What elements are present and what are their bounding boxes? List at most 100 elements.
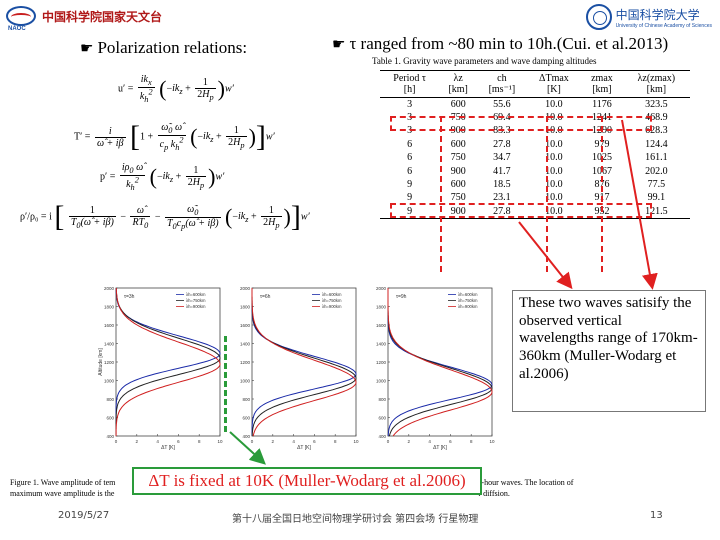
figure-caption: Figure 1. Wave amplitude of tem -hour wav… <box>10 478 710 500</box>
table-header: Period τ <box>380 70 440 84</box>
y-tick-label: 800 <box>106 397 114 402</box>
polarization-heading: ☛ Polarization relations: <box>80 38 247 58</box>
arrow-to-note-1 <box>518 221 573 290</box>
x-tick-label: 2 <box>272 439 275 444</box>
table-cell: 161.1 <box>645 152 668 164</box>
table-cell: 10.0 <box>545 98 563 110</box>
naoc-logo: NAOC 中国科学院国家天文台 <box>6 6 163 32</box>
table-cell: 750 <box>450 152 466 164</box>
y-tick-label: 600 <box>378 416 386 421</box>
naoc-name: 中国科学院国家天文台 <box>42 9 163 24</box>
y-tick-label: 600 <box>242 416 250 421</box>
y-tick-label: 400 <box>106 434 114 439</box>
plot-tau-6h: 400 600 800 1000 1200 1400 1600 1800 2000 0 2 4 6 8 10… <box>232 280 364 452</box>
table-cell: 55.6 <box>493 98 511 110</box>
green-dashed-marker <box>224 336 227 432</box>
y-tick-label: 1600 <box>240 323 251 328</box>
legend-entry: λh=600km <box>186 292 206 297</box>
table-cell: 3 <box>407 98 413 110</box>
table-title: Table 1. Gravity wave parameters and wav… <box>372 56 597 66</box>
series-line <box>115 288 221 436</box>
table-unit: [km] <box>581 84 623 98</box>
x-tick-label: 4 <box>428 439 431 444</box>
y-tick-label: 1200 <box>376 360 387 365</box>
y-tick-label: 600 <box>106 416 114 421</box>
y-tick-label: 1000 <box>376 379 387 384</box>
y-tick-label: 800 <box>378 397 386 402</box>
table-cell: 9 <box>407 192 413 204</box>
legend-entry: λh=600km <box>458 292 478 297</box>
table-cell: 124.4 <box>645 138 668 150</box>
x-tick-label: 8 <box>198 439 201 444</box>
legend-entry: λh=750km <box>458 298 478 303</box>
naoc-emblem-icon <box>6 6 36 26</box>
table-header: λz(zmax) <box>622 70 690 84</box>
gravity-wave-table: Table 1. Gravity wave parameters and wav… <box>372 56 697 219</box>
tau-range-heading-text: τ ranged from ~80 min to 10h.(Cui. et al… <box>349 34 669 53</box>
plot-tau-9h: 400 600 800 1000 1200 1400 1600 1800 2000 0 2 4 6 8 10… <box>368 280 500 452</box>
x-tick-label: 8 <box>334 439 337 444</box>
table-cell: 10.0 <box>545 165 563 177</box>
x-axis-label: ΔT [K] <box>433 445 447 451</box>
y-tick-label: 1000 <box>104 379 115 384</box>
y-tick-label: 1800 <box>240 305 251 310</box>
x-tick-label: 2 <box>136 439 139 444</box>
table-row: 3 600 55.6 10.0 1176 323.5 <box>380 98 690 111</box>
x-tick-label: 10 <box>489 439 495 444</box>
plot-frame <box>251 287 357 437</box>
y-axis-label: Altitude [km] <box>98 348 104 376</box>
y-tick-label: 2000 <box>240 286 251 291</box>
table-cell: 1176 <box>592 98 612 110</box>
table-row: 6 900 41.7 10.0 1067 202.0 <box>380 164 690 177</box>
legend-entry: λh=900km <box>186 304 206 309</box>
x-tick-label: 2 <box>408 439 411 444</box>
x-tick-label: 0 <box>115 439 118 444</box>
table-cell: 10.0 <box>545 179 563 191</box>
table-header: ΔTmax <box>526 70 582 84</box>
naoc-abbr: NAOC <box>8 26 26 32</box>
footer-conference: 第十八届全国日地空间物理学研讨会 第四会场 行星物理 <box>232 514 479 525</box>
legend-entry: λh=900km <box>458 304 478 309</box>
dt-fixed-box: ΔT is fixed at 10K (Muller-Wodarg et al.… <box>132 467 482 495</box>
ucas-seal-icon <box>585 4 612 30</box>
table-cell: 900 <box>450 165 466 177</box>
plot-title: τ=9h <box>396 294 407 300</box>
x-tick-label: 10 <box>353 439 359 444</box>
table-cell: 34.7 <box>493 152 511 164</box>
table-cell: 600 <box>450 179 466 191</box>
table-cell: 6 <box>407 152 413 164</box>
highlight-row-3h-900km <box>390 116 652 131</box>
x-tick-label: 10 <box>217 439 223 444</box>
y-tick-label: 1000 <box>240 379 251 384</box>
table-cell: 323.5 <box>645 98 668 110</box>
y-tick-label: 1400 <box>376 342 387 347</box>
x-tick-label: 4 <box>292 439 295 444</box>
table-unit: [km] <box>622 84 690 98</box>
equation-p: p′ = iρ0 ω̂ kh2 (−ikz + 1 2Hp)w′ <box>100 162 225 193</box>
y-tick-label: 1400 <box>240 342 251 347</box>
table-row: 6 600 27.8 10.0 979 124.4 <box>380 138 690 151</box>
table-cell: 750 <box>450 192 466 204</box>
equation-rho: ρ′/ρ₀ = i [ 1 T0(ω̂ + iβ) − ω̂ RT0 − ω̃0 T0… <box>20 200 310 233</box>
pointing-hand-icon: ☛ <box>332 37 346 53</box>
highlight-row-6h-900km <box>390 203 652 218</box>
ucas-logo: 中国科学院大学 University of Chinese Academy of… <box>585 4 712 30</box>
legend-entry: λh=600km <box>322 292 342 297</box>
plot-title: τ=6h <box>260 294 271 300</box>
x-tick-label: 4 <box>156 439 159 444</box>
equation-u: u′ = ikx kh2 (−ikz + 1 2Hp)w′ <box>118 74 234 105</box>
equation-T: T′ = i ω̂ + iβ [1 + ω̃0 ω̂ cp kh2 (−ikz + … <box>74 120 275 153</box>
plot-tau-3h: 400 600 800 1000 1200 1400 1600 1800 2000 0 2 4 6 8 10… <box>96 280 228 452</box>
y-tick-label: 1400 <box>104 342 115 347</box>
plot-title: τ=3h <box>124 294 135 300</box>
highlight-column-dt <box>546 116 548 272</box>
table-cell: 99.1 <box>647 192 666 204</box>
x-tick-label: 0 <box>251 439 254 444</box>
table-header: ch <box>477 70 527 84</box>
table-cell: 10.0 <box>545 192 563 204</box>
series-line <box>387 288 493 437</box>
table-cell: 628.3 <box>645 125 668 137</box>
table-cell: 6 <box>407 138 413 150</box>
table-cell: 10.0 <box>545 138 563 150</box>
table-cell: 23.1 <box>493 192 511 204</box>
